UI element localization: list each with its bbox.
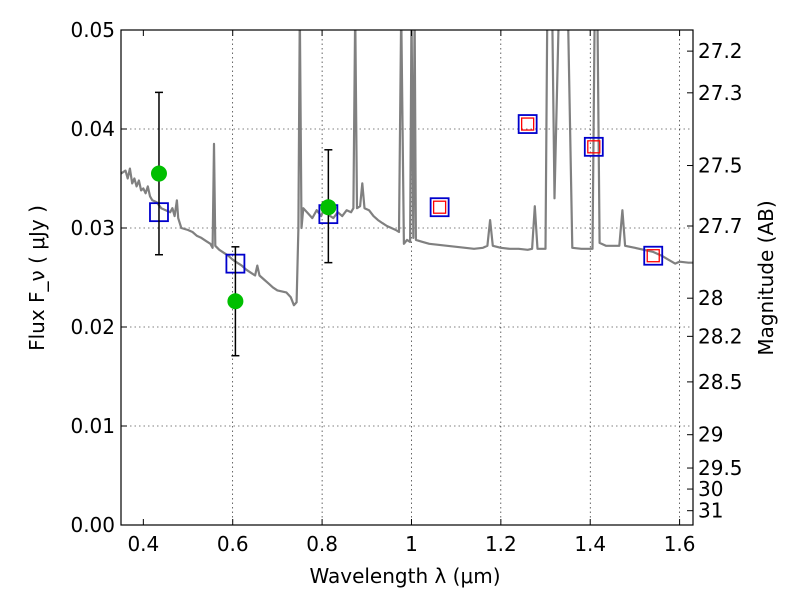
model-square-marker: [583, 136, 604, 157]
tick-layer: 0.4 0.6 0.8 1 1.2 1.4 1.6 0.00 0.01 0.02 0.03 0.04 0…: [70, 18, 742, 556]
x-tick-label: 1: [405, 532, 418, 556]
mag-tick-label: 28: [698, 286, 723, 310]
mag-tick-label: 29.5: [698, 456, 743, 480]
observed-point: [150, 165, 167, 182]
upper-limit-square-marker: [521, 117, 535, 131]
upper-limit-square-marker: [587, 140, 601, 154]
mag-tick-label: 28.2: [698, 324, 743, 348]
x-tick-label: 1.6: [664, 532, 696, 556]
x-tick-label: 0.6: [217, 532, 249, 556]
x-tick-label: 1.2: [485, 532, 517, 556]
x-tick-label: 0.4: [127, 532, 159, 556]
x-axis-title: Wavelength λ (μm): [309, 564, 500, 588]
mag-tick-label: 27.5: [698, 154, 743, 178]
observed-point: [320, 199, 337, 216]
y-tick-label: 0.02: [70, 315, 115, 339]
model-square-marker: [517, 114, 538, 134]
upper-limit-square-marker: [646, 249, 660, 263]
y-tick-label: 0.01: [70, 414, 115, 438]
y-tick-label: 0.03: [70, 216, 115, 240]
y-tick-label: 0.04: [70, 117, 115, 141]
x-tick-label: 0.8: [306, 532, 338, 556]
y-tick-label: 0.00: [70, 513, 115, 537]
upper-limit-square-marker: [432, 200, 447, 214]
mag-tick-label: 30: [698, 477, 723, 501]
plot-frame: [120, 29, 694, 526]
mag-tick-label: 27.3: [698, 81, 743, 105]
spectrum-line: [121, 30, 693, 307]
mag-tick-label: 28.5: [698, 370, 743, 394]
spectrum-layer: [121, 30, 693, 307]
model-square-marker: [429, 197, 450, 218]
y-tick-label: 0.05: [70, 18, 115, 42]
mag-tick-label: 27.2: [698, 39, 743, 63]
marker-layer: [149, 91, 664, 357]
x-tick-label: 1.4: [574, 532, 606, 556]
model-square-marker: [643, 245, 664, 266]
mag-tick-label: 27.7: [698, 214, 743, 238]
mag-tick-label: 29: [698, 423, 723, 447]
y-axis-title: Flux F_ν ( μJy ): [25, 205, 49, 351]
y2-axis-title: Magnitude (AB): [754, 200, 778, 355]
observed-point: [227, 293, 244, 310]
mag-tick-label: 31: [698, 499, 723, 523]
